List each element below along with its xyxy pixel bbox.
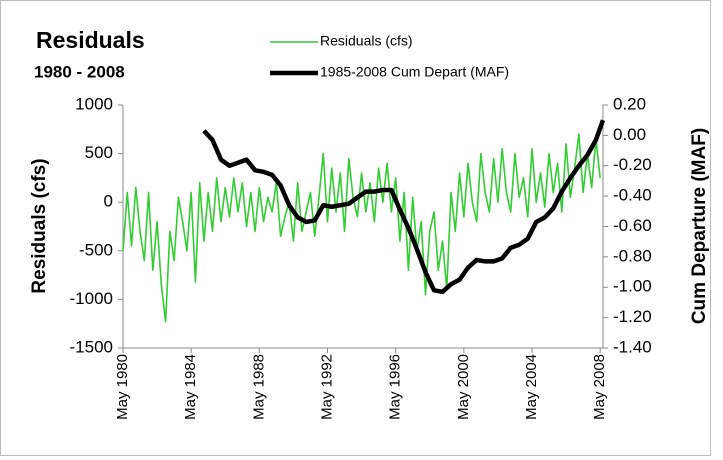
x-tick-label: May 2004 xyxy=(523,354,540,420)
y-tick-label: -1500 xyxy=(70,337,113,356)
y2-tick-label: -0.80 xyxy=(613,246,652,265)
x-tick-label: May 1980 xyxy=(114,354,131,420)
y2-tick-label: 0.20 xyxy=(613,94,646,113)
y-tick-label: 1000 xyxy=(75,94,113,113)
y-tick-label: 500 xyxy=(85,143,113,162)
x-tick-label: May 1996 xyxy=(387,354,404,420)
chart-title: Residuals xyxy=(36,27,145,53)
y2-tick-label: -0.20 xyxy=(613,155,652,174)
legend-label: 1985-2008 Cum Depart (MAF) xyxy=(320,64,509,80)
y2-tick-label: -1.40 xyxy=(613,337,652,356)
x-tick-label: May 2008 xyxy=(591,354,608,420)
chart-frame xyxy=(0,0,711,456)
y-tick-label: -500 xyxy=(79,240,113,259)
y2-tick-label: -1.00 xyxy=(613,277,652,296)
x-tick-label: May 1992 xyxy=(318,354,335,420)
y2-tick-label: -1.20 xyxy=(613,307,652,326)
series-line xyxy=(202,119,606,295)
series-line xyxy=(122,133,601,323)
x-tick-label: May 1988 xyxy=(250,354,267,420)
x-tick-label: May 1984 xyxy=(182,354,199,420)
y-axis-label: Residuals (cfs) xyxy=(29,158,50,293)
x-tick-label: May 2000 xyxy=(455,354,472,420)
y-tick-label: 0 xyxy=(104,192,113,211)
y2-tick-label: -0.60 xyxy=(613,216,652,235)
y2-tick-label: -0.40 xyxy=(613,186,652,205)
chart-subtitle: 1980 - 2008 xyxy=(34,62,125,81)
legend-label: Residuals (cfs) xyxy=(320,33,413,49)
y2-tick-label: 0.00 xyxy=(613,125,646,144)
y-tick-label: -1000 xyxy=(70,289,113,308)
y2-axis-label: Cum Departure (MAF) xyxy=(689,128,710,324)
